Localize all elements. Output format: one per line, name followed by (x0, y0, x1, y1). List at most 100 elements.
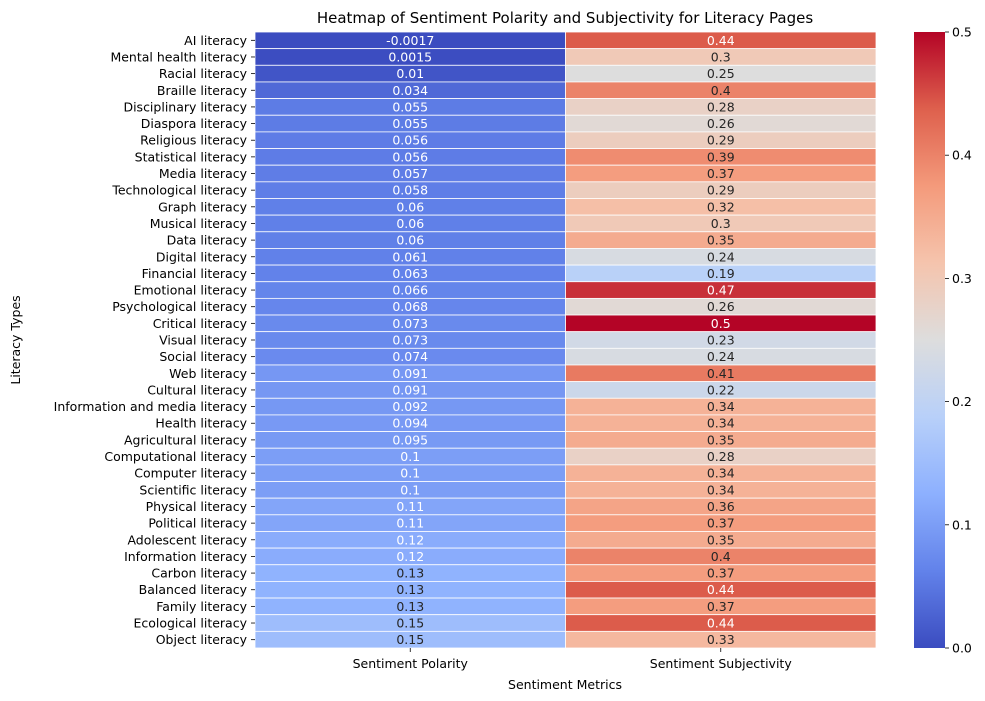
colorbar-tick-label: 0.2 (952, 394, 972, 409)
cell-value-label: 0.37 (707, 516, 735, 531)
cell-value-label: 0.29 (707, 183, 735, 198)
y-tick-label: Diaspora literacy (141, 116, 248, 131)
y-tick-label: Health literacy (155, 416, 247, 431)
column-labels: Sentiment Polarity Sentiment Subjectivity (353, 648, 793, 671)
y-tick-label: Musical literacy (150, 216, 248, 231)
y-tick-label: Carbon literacy (151, 566, 247, 581)
y-tick-label: Religious literacy (140, 133, 247, 148)
chart-title: Heatmap of Sentiment Polarity and Subjec… (317, 9, 814, 27)
cell-value-label: 0.066 (392, 283, 428, 298)
y-tick-label: Physical literacy (146, 499, 248, 514)
y-tick-label: Computational literacy (104, 449, 247, 464)
cell-value-label: -0.0017 (386, 33, 434, 48)
cell-value-label: 0.4 (711, 549, 731, 564)
cell-value-label: 0.33 (707, 632, 735, 647)
y-tick-label: Object literacy (156, 632, 248, 647)
cell-value-label: 0.47 (707, 283, 735, 298)
y-tick-label: Ecological literacy (133, 616, 247, 631)
cell-value-label: 0.1 (400, 449, 420, 464)
y-tick-label: Emotional literacy (134, 283, 248, 298)
cell-value-label: 0.35 (707, 532, 735, 547)
cell-value-label: 0.5 (711, 316, 731, 331)
y-tick-label: Financial literacy (142, 266, 248, 281)
cell-value-label: 0.055 (392, 99, 428, 114)
cell-value-label: 0.32 (707, 199, 735, 214)
colorbar: 0.0 0.1 0.2 0.3 0.4 0.5 (914, 25, 972, 656)
x-tick-label: Sentiment Subjectivity (650, 656, 793, 671)
colorbar-tick-label: 0.5 (952, 25, 972, 40)
y-tick-label: AI literacy (184, 33, 247, 48)
cell-value-label: 0.0015 (388, 49, 432, 64)
cell-value-label: 0.034 (392, 83, 428, 98)
y-tick-label: Agricultural literacy (124, 432, 248, 447)
y-tick-label: Data literacy (167, 233, 248, 248)
colorbar-tick-label: 0.3 (952, 271, 972, 286)
cell-value-label: 0.06 (396, 233, 424, 248)
cell-value-label: 0.01 (396, 66, 424, 81)
cell-value-label: 0.13 (396, 599, 424, 614)
colorbar-gradient (914, 32, 945, 648)
cell-value-label: 0.28 (707, 449, 735, 464)
cell-value-label: 0.094 (392, 416, 428, 431)
cell-value-label: 0.44 (707, 582, 735, 597)
cell-value-label: 0.22 (707, 382, 735, 397)
cell-value-label: 0.056 (392, 149, 428, 164)
y-tick-label: Racial literacy (159, 66, 248, 81)
y-tick-label: Political literacy (148, 516, 247, 531)
y-tick-label: Technological literacy (111, 183, 247, 198)
cell-value-label: 0.1 (400, 482, 420, 497)
y-tick-label: Digital literacy (156, 249, 248, 264)
y-tick-label: Social literacy (159, 349, 247, 364)
cell-value-label: 0.34 (707, 416, 735, 431)
cell-value-label: 0.37 (707, 566, 735, 581)
y-tick-label: Family literacy (156, 599, 247, 614)
colorbar-tick-label: 0.1 (952, 517, 972, 532)
cell-value-label: 0.34 (707, 466, 735, 481)
cell-value-label: 0.26 (707, 116, 735, 131)
cell-value-label: 0.063 (392, 266, 428, 281)
y-tick-label: Cultural literacy (147, 382, 247, 397)
cell-value-label: 0.28 (707, 99, 735, 114)
cell-value-label: 0.39 (707, 149, 735, 164)
cell-value-label: 0.06 (396, 199, 424, 214)
y-tick-label: Braille literacy (157, 83, 248, 98)
y-tick-label: Scientific literacy (139, 482, 247, 497)
x-axis-title: Sentiment Metrics (508, 677, 622, 692)
cell-value-label: 0.37 (707, 166, 735, 181)
y-tick-label: Psychological literacy (112, 299, 247, 314)
cell-value-label: 0.34 (707, 399, 735, 414)
cell-value-label: 0.06 (396, 216, 424, 231)
cell-value-label: 0.23 (707, 333, 735, 348)
y-tick-label: Computer literacy (134, 466, 247, 481)
cell-value-label: 0.34 (707, 482, 735, 497)
cell-value-label: 0.41 (707, 366, 735, 381)
y-tick-label: Disciplinary literacy (123, 99, 247, 114)
cell-value-label: 0.36 (707, 499, 735, 514)
cell-value-label: 0.058 (392, 183, 428, 198)
cell-value-label: 0.057 (392, 166, 428, 181)
cell-value-label: 0.3 (711, 49, 731, 64)
cell-value-label: 0.11 (396, 499, 424, 514)
y-tick-label: Mental health literacy (110, 49, 247, 64)
y-tick-label: Media literacy (159, 166, 248, 181)
cell-value-label: 0.12 (396, 532, 424, 547)
cell-value-label: 0.44 (707, 33, 735, 48)
cell-value-label: 0.061 (392, 249, 428, 264)
y-tick-label: Graph literacy (158, 199, 248, 214)
cell-value-label: 0.4 (711, 83, 731, 98)
colorbar-tick-label: 0.4 (952, 148, 972, 163)
y-tick-label: Adolescent literacy (127, 532, 247, 547)
cell-value-label: 0.37 (707, 599, 735, 614)
y-tick-label: Web literacy (169, 366, 247, 381)
cell-value-label: 0.13 (396, 582, 424, 597)
cell-value-label: 0.095 (392, 432, 428, 447)
y-tick-label: Critical literacy (153, 316, 248, 331)
y-tick-label: Statistical literacy (135, 149, 248, 164)
cell-value-label: 0.068 (392, 299, 428, 314)
y-tick-label: Information literacy (124, 549, 248, 564)
cell-value-label: 0.3 (711, 216, 731, 231)
y-axis-title: Literacy Types (8, 295, 23, 384)
cell-value-label: 0.11 (396, 516, 424, 531)
